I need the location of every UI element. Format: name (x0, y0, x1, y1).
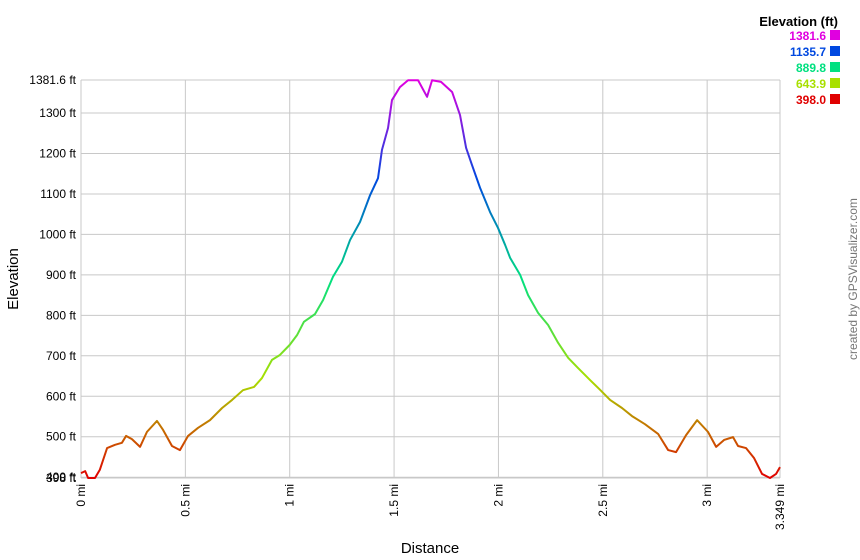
y-tick-label: 500 ft (46, 430, 77, 444)
legend-swatch (830, 78, 840, 88)
legend-label: 1381.6 (789, 29, 826, 43)
y-tick-label: 1100 ft (40, 187, 76, 201)
y-tick-label: 1381.6 ft (29, 73, 76, 87)
x-tick-label: 1 mi (283, 484, 297, 507)
x-axis-title: Distance (401, 540, 459, 557)
legend-swatch (830, 62, 840, 72)
y-tick-label: 398 ft (46, 471, 77, 485)
y-tick-label: 1200 ft (39, 146, 76, 160)
legend-label: 1135.7 (790, 45, 826, 59)
credit: created by GPSVisualizer.com (846, 198, 860, 360)
y-tick-label: 900 ft (46, 268, 77, 282)
y-axis-title: Elevation (5, 248, 22, 310)
x-tick-label: 3 mi (700, 484, 714, 507)
x-tick-label: 0.5 mi (178, 484, 192, 517)
y-tick-label: 800 ft (46, 308, 77, 322)
y-tick-label: 1300 ft (39, 106, 76, 120)
y-tick-label: 600 ft (46, 389, 77, 403)
legend-label: 643.9 (796, 77, 826, 91)
elevation-line (80, 79, 781, 479)
legend-label: 889.8 (796, 61, 826, 75)
legend-swatch (830, 30, 840, 40)
legend-label: 398.0 (796, 93, 826, 107)
x-tick-label: 0 mi (74, 484, 88, 507)
legend-title: Elevation (ft) (759, 14, 838, 29)
y-tick-label: 700 ft (46, 349, 77, 363)
legend-swatch (830, 94, 840, 104)
x-tick-label: 2 mi (491, 484, 505, 507)
x-tick-label: 1.5 mi (387, 484, 401, 517)
x-tick-label: 3.349 mi (773, 484, 787, 530)
y-tick-label: 1000 ft (39, 227, 76, 241)
x-tick-label: 2.5 mi (596, 484, 610, 517)
y-tick-label: 400 ft (46, 470, 77, 484)
legend-swatch (830, 46, 840, 56)
